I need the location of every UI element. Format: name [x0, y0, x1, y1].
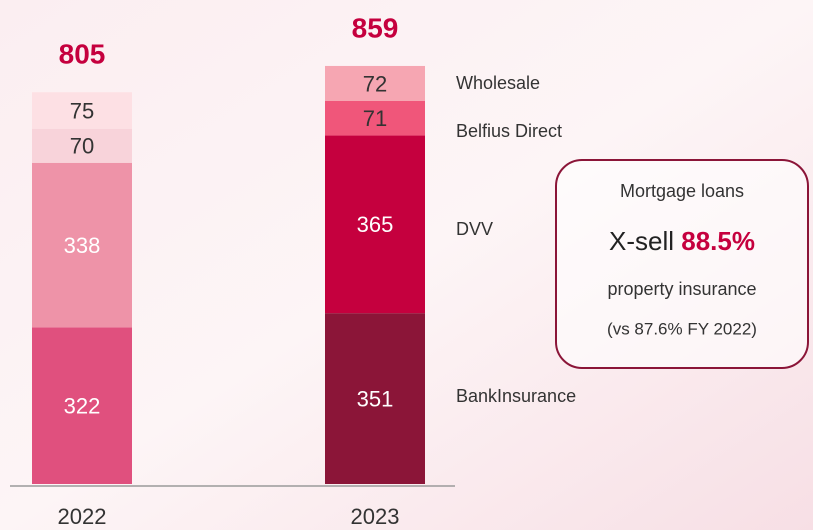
annotation-box: Mortgage loans X-sell 88.5% property ins…	[555, 159, 809, 369]
data-label: 351	[357, 386, 394, 411]
box-line: (vs 87.6% FY 2022)	[607, 319, 757, 338]
data-label: 70	[70, 134, 94, 159]
bar-segment	[32, 128, 132, 163]
x-tick-label: 2023	[351, 504, 400, 529]
legend-label: DVV	[456, 219, 493, 239]
data-label: 338	[64, 233, 101, 258]
data-label: 75	[70, 98, 94, 123]
x-tick-label: 2022	[58, 504, 107, 529]
data-label: 72	[363, 71, 387, 96]
xsell-value: 88.5%	[681, 226, 755, 256]
data-label: 71	[363, 106, 387, 131]
bar-segment	[32, 92, 132, 129]
data-label: 322	[64, 393, 101, 418]
legend-label: BankInsurance	[456, 386, 576, 406]
bar-segment	[325, 100, 425, 136]
box-line: property insurance	[607, 279, 756, 299]
xsell-label: X-sell	[609, 226, 674, 256]
bar-segment	[32, 327, 132, 484]
legend-label: Wholesale	[456, 73, 540, 93]
bar-segment	[32, 162, 132, 328]
box-title: Mortgage loans	[620, 181, 744, 201]
total-label: 859	[352, 12, 399, 43]
bar-segment	[325, 313, 425, 484]
box-border	[555, 159, 809, 369]
data-label: 365	[357, 212, 394, 237]
bar-segment	[325, 65, 425, 101]
legend-label: Belfius Direct	[456, 121, 562, 141]
bar-segment	[325, 135, 425, 314]
total-label: 805	[59, 39, 106, 70]
box-xsell: X-sell 88.5%	[609, 226, 755, 256]
